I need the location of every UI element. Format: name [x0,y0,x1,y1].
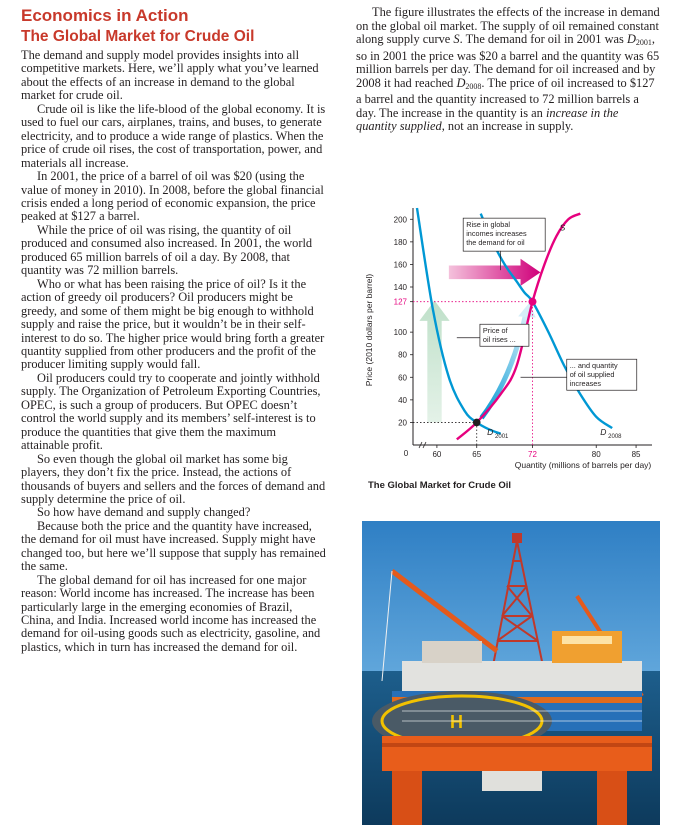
y-tick-label: 200 [394,215,408,224]
y-tick-label: 127 [394,298,408,307]
right-column: The figure illustrates the effects of th… [356,5,662,134]
y-tick-label: 80 [398,351,407,360]
y-tick-label: 140 [394,283,408,292]
section-kicker: Economics in Action [21,6,189,25]
annotation-quantity-text: increases [570,379,602,388]
demand-2001-label: D [487,427,493,437]
paragraph: While the price of oil was rising, the q… [21,222,313,278]
left-column: Economics in Action The Global Market fo… [21,6,327,654]
y-tick-label: 20 [398,418,407,427]
figure-title: The Global Market for Crude Oil [368,480,511,491]
oil-market-figure: 20 40 60 80 100 127 140 160 180 200 0 60 65 72 80 85 S D 2… [360,194,660,494]
annotation-price-text: oil rises ... [483,335,516,344]
paragraph: The global demand for oil has increased … [21,572,321,654]
x-tick-label: 0 [404,449,409,458]
equilibrium-2001 [472,418,481,427]
paragraph: Oil producers could try to cooperate and… [21,370,321,453]
y-tick-label: 40 [398,396,407,405]
paragraph: Who or what has been raising the price o… [21,276,325,372]
curve-d2001 [415,207,502,435]
oil-platform-illustration: H [362,521,660,825]
svg-text:H: H [450,712,463,732]
annotation-price-box [479,323,530,347]
x-tick-label: 65 [472,450,481,459]
y-tick-label: 100 [394,328,408,337]
supply-label: S [560,223,566,233]
article-headline: The Global Market for Crude Oil [21,28,255,45]
paragraph: Because both the price and the quantity … [21,518,326,574]
y-tick-label: 60 [398,373,407,382]
x-axis-label: Quantity (millions of barrels per day) [515,460,652,470]
annotation-demand-text: incomes increases [466,229,527,238]
annotation-price-text: Price of [483,326,509,335]
figure-description: The figure illustrates the effects of th… [356,5,660,133]
annotation-demand-text: the demand for oil [466,238,525,247]
y-axis-label: Price (2010 dollars per barrel) [364,274,374,387]
quantity-supplied-arrowhead [518,302,536,318]
demand-2001-sub: 2001 [495,434,509,440]
annotation-quantity-text: of oil supplied [570,370,615,379]
y-tick-label: 180 [394,238,408,247]
x-tick-label: 60 [432,450,441,459]
paragraph: The demand and supply model provides ins… [21,48,319,103]
paragraph: So how have demand and supply changed? [37,505,251,520]
y-tick-label: 160 [394,260,408,269]
annotation-quantity-text: ... and quantity [570,361,618,370]
paragraph: In 2001, the price of a barrel of oil wa… [21,169,324,224]
price-rise-arrow [419,300,450,423]
demand-2008-label: D [600,427,606,437]
annotation-demand-text: Rise in global [466,220,510,229]
annotation-demand-box [462,217,546,252]
oil-platform-photo: H [362,521,660,825]
demand-2008-sub: 2008 [608,434,622,440]
x-tick-label: 85 [632,450,641,459]
equilibrium-2008 [528,297,537,306]
annotation-quantity-box [566,358,638,391]
x-tick-label: 72 [528,450,537,459]
axis-break [418,441,427,449]
x-tick-label: 80 [592,450,601,459]
paragraph: So even though the global oil market has… [21,451,326,506]
demand-shift-arrow [448,258,541,286]
paragraph: Crude oil is like the life-blood of the … [21,101,326,170]
